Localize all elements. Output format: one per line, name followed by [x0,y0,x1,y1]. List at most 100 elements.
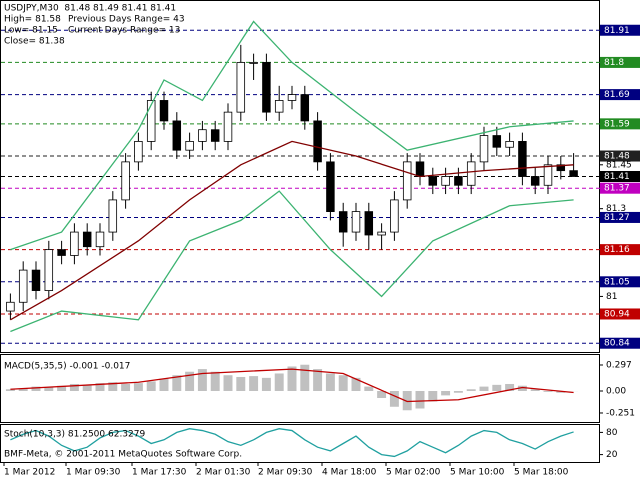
y-tick-label: 81.3 [606,204,626,214]
candle-body [428,176,438,186]
level-label: 81.16 [604,245,630,255]
candle-body [185,140,194,151]
x-tick-label: 2 Mar 01:30 [196,468,251,478]
histogram-bar [441,390,451,396]
candle-body [108,199,118,233]
histogram-bar [325,373,335,391]
candle-body [146,100,156,142]
indicator-line [10,428,574,458]
histogram-bar [18,388,28,391]
histogram-bar [492,384,502,391]
x-tick-label: 5 Mar 18:00 [514,468,569,478]
histogram-bar [287,366,297,391]
candle-body [390,199,399,233]
histogram-bar [185,371,195,391]
candle-body [262,62,271,113]
histogram-bar [210,371,220,391]
candle-body [95,231,105,248]
candle-body [377,231,386,236]
level-label-box [600,150,640,162]
level-label: 81.41 [604,172,630,182]
histogram-bar [133,383,143,391]
pane-title: MACD(5,35,5) -0.001 -0.017 [4,362,130,372]
x-tick-label: 4 Mar 18:00 [322,468,377,478]
indicator-line [10,368,574,403]
histogram-bar [530,389,540,391]
histogram-bar [57,385,67,391]
y-tick-label: 80 [606,428,618,438]
x-tick-label: 5 Mar 02:00 [386,468,441,478]
histogram-bar [466,389,476,391]
candle-body [159,100,169,122]
level-label-box [600,56,640,68]
level-label: 80.94 [604,309,630,319]
histogram-bar [223,375,233,391]
level-label: 81.48 [604,152,630,162]
histogram-bar [31,386,41,391]
histogram-bar [236,376,246,391]
level-label-box [600,118,640,130]
candle-body [518,140,527,177]
level-label-box [600,211,640,223]
level-label-box [600,308,640,320]
candle-body [134,140,143,163]
level-label: 81.05 [604,277,630,287]
histogram-bar [274,373,284,391]
candle-body [364,211,374,236]
level-label: 81.69 [604,90,630,100]
histogram-bar [338,375,348,391]
candle-body [415,161,425,177]
candle-body [569,170,578,177]
candle-body [274,100,284,113]
histogram-bar [121,383,131,391]
x-tick-label: 5 Mar 10:00 [450,468,505,478]
x-tick-label: 1 Mar 17:30 [132,468,187,478]
candle-body [198,129,207,142]
y-tick-label: 0.00 [606,386,626,396]
histogram-bar [415,390,425,409]
candle-body [300,94,310,122]
histogram-bar [543,390,553,392]
candle-body [338,211,348,233]
level-label-box [600,337,640,349]
level-label: 81.37 [604,184,630,194]
histogram-bar [351,377,361,391]
histogram-bar [172,375,182,391]
candle-body [505,140,514,148]
indicator-line [10,140,574,321]
candle-body [44,249,54,291]
candle-body [70,231,79,256]
candle-body [6,301,15,312]
candle-body [543,164,553,186]
histogram-bar [402,390,412,411]
histogram-bar [82,384,92,391]
candle-body [351,211,361,233]
candle-body [313,120,322,163]
histogram-bar [364,386,374,391]
candle-body [31,269,41,291]
indicator-line [10,190,574,333]
y-tick-label: 0.297 [606,360,632,370]
level-label: 81.8 [604,58,624,68]
level-label-box [600,276,640,288]
level-label: 80.84 [604,339,630,349]
annotation: Low= 81.15 [4,26,58,36]
histogram-bar [146,381,156,391]
candle-body [287,94,297,101]
level-label: 81.59 [604,119,630,129]
level-label-box [600,24,640,36]
histogram-bar [261,377,271,391]
candle-body [57,249,66,256]
annotation: Close= 81.38 [4,37,65,47]
indicator-line [10,20,574,251]
candle-body [326,161,335,212]
candle-body [466,161,476,186]
candle-body [492,135,502,148]
histogram-bar [69,383,79,391]
histogram-bar [389,390,399,407]
histogram-bar [517,385,527,391]
candle-body [82,231,92,248]
level-label-box [600,244,640,256]
histogram-bar [108,382,118,391]
